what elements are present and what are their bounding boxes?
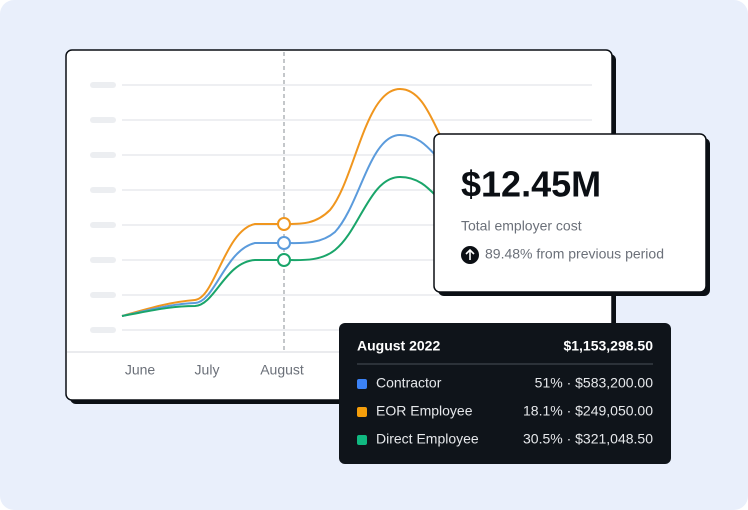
legend-swatch: [357, 379, 367, 389]
placeholder: [90, 327, 116, 333]
tooltip-period: August 2022: [357, 338, 440, 354]
summary-label: Total employer cost: [461, 218, 582, 234]
summary-change: 89.48% from previous period: [485, 246, 664, 262]
eor-curve: [121, 87, 441, 317]
x-label: July: [195, 362, 220, 378]
point-marker: [277, 217, 291, 231]
placeholder: [90, 222, 116, 228]
tooltip: [339, 323, 671, 464]
point-marker: [277, 253, 291, 267]
summary-card: [433, 133, 707, 293]
tooltip-row-name: EOR Employee: [376, 403, 473, 419]
placeholder: [90, 257, 116, 263]
direct-curve: [121, 175, 441, 317]
curves: [121, 87, 441, 317]
legend-swatch: [357, 435, 367, 445]
tooltip-total: $1,153,298.50: [563, 338, 653, 354]
contractor-curve: [121, 133, 441, 317]
x-label: August: [260, 362, 304, 378]
axis-placeholders: [90, 82, 116, 333]
legend-swatch: [357, 407, 367, 417]
x-label: June: [125, 362, 156, 378]
tooltip-row-name: Direct Employee: [376, 431, 479, 447]
summary-value: $12.45M: [461, 164, 601, 205]
tooltip-row-value: 18.1% · $249,050.00: [523, 403, 653, 419]
tooltip-row-value: 30.5% · $321,048.50: [523, 431, 653, 447]
up-arrow: [465, 248, 475, 260]
placeholder: [90, 152, 116, 158]
tooltip-row-name: Contractor: [376, 375, 442, 391]
placeholder: [90, 292, 116, 298]
placeholder: [90, 187, 116, 193]
placeholder: [90, 82, 116, 88]
point-marker: [277, 236, 291, 250]
placeholder: [90, 117, 116, 123]
tooltip-row-value: 51% · $583,200.00: [535, 375, 654, 391]
